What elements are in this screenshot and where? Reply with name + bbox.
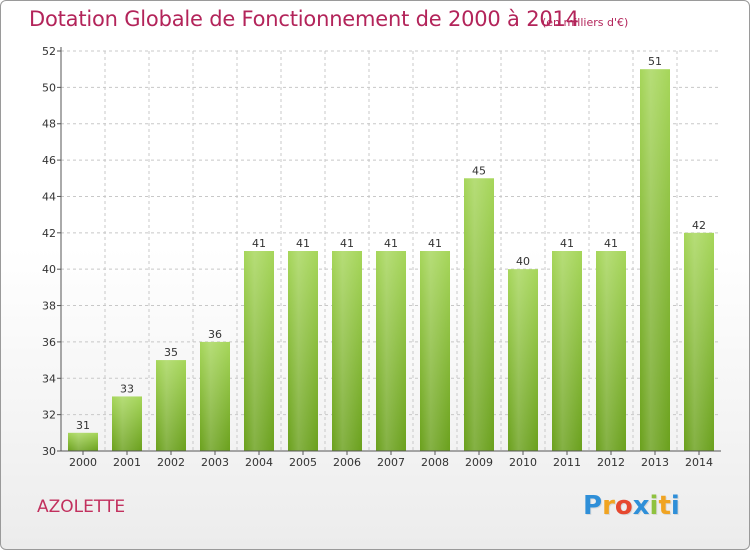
bar-shine	[420, 251, 450, 451]
chart-title: Dotation Globale de Fonctionnement de 20…	[29, 7, 579, 31]
logo-letter: t	[658, 491, 671, 521]
x-tick-label: 2001	[113, 456, 141, 469]
bar-value-label: 41	[384, 237, 398, 250]
bar-shine	[552, 251, 582, 451]
bar-value-label: 41	[340, 237, 354, 250]
bar-shine	[68, 432, 98, 451]
x-tick-label: 2003	[201, 456, 229, 469]
logo-letter: x	[632, 491, 650, 521]
y-tick-label: 36	[42, 336, 56, 349]
y-tick-label: 52	[42, 45, 56, 58]
bar-value-label: 41	[296, 237, 310, 250]
x-tick-label: 2012	[597, 456, 625, 469]
bar-value-label: 41	[560, 237, 574, 250]
bar-shine	[112, 396, 142, 451]
bar-value-label: 36	[208, 328, 222, 341]
bar-shine	[156, 360, 186, 451]
y-tick-label: 46	[42, 154, 56, 167]
commune-name: AZOLETTE	[37, 497, 126, 517]
bar-shine	[596, 251, 626, 451]
x-tick-label: 2008	[421, 456, 449, 469]
y-tick-label: 38	[42, 300, 56, 313]
grid-lines	[61, 50, 721, 452]
bar-shine	[684, 232, 714, 451]
bar-value-label: 35	[164, 346, 178, 359]
bars	[68, 69, 714, 452]
bar-shine	[332, 251, 362, 451]
logo-letter: o	[614, 491, 633, 521]
bar-shine	[464, 178, 494, 452]
bar-value-label: 33	[120, 382, 134, 395]
logo-letter: P	[583, 491, 603, 521]
bar-shine	[244, 251, 274, 451]
bar-value-label: 41	[604, 237, 618, 250]
bar-value-label: 40	[516, 255, 530, 268]
x-tick-label: 2011	[553, 456, 581, 469]
bar-value-label: 45	[472, 164, 486, 177]
x-tick-label: 2000	[69, 456, 97, 469]
y-tick-label: 32	[42, 409, 56, 422]
logo-letter: i	[670, 491, 680, 521]
bar-value-label: 41	[252, 237, 266, 250]
bar-value-label: 42	[692, 219, 706, 232]
y-tick-label: 50	[42, 81, 56, 94]
labels: 30 32 34 36 38 40 42 44 46 48 50 52 31 2000 33 2001 35 20…	[42, 45, 713, 469]
bar-value-label: 31	[76, 419, 90, 432]
logo-letter: i	[649, 491, 659, 521]
y-tick-label: 34	[42, 372, 56, 385]
y-tick-label: 40	[42, 263, 56, 276]
x-tick-label: 2006	[333, 456, 361, 469]
x-tick-label: 2004	[245, 456, 273, 469]
y-tick-label: 44	[42, 190, 56, 203]
x-tick-label: 2007	[377, 456, 405, 469]
logo-letter: r	[602, 491, 615, 521]
y-tick-label: 30	[42, 445, 56, 458]
axes	[57, 47, 721, 455]
x-tick-label: 2005	[289, 456, 317, 469]
bar-value-label: 41	[428, 237, 442, 250]
y-tick-label: 42	[42, 227, 56, 240]
x-tick-label: 2010	[509, 456, 537, 469]
chart-subtitle: (en milliers d'€)	[542, 16, 629, 29]
bar-shine	[376, 251, 406, 451]
bar-shine	[200, 341, 230, 451]
y-tick-label: 48	[42, 118, 56, 131]
x-tick-label: 2009	[465, 456, 493, 469]
x-tick-label: 2002	[157, 456, 185, 469]
bar-shine	[640, 69, 670, 451]
x-tick-label: 2013	[641, 456, 669, 469]
bar-shine	[288, 251, 318, 451]
bar-shine	[508, 269, 538, 451]
proxiti-logo: Proxiti	[583, 491, 680, 521]
x-tick-label: 2014	[685, 456, 713, 469]
bar-value-label: 51	[648, 55, 662, 68]
